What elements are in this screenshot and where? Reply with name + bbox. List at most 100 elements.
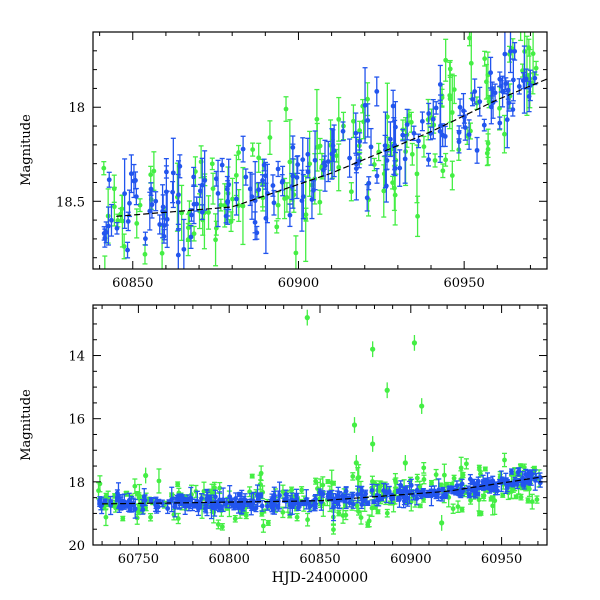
top-data-point [224, 186, 230, 192]
bottom-data-point [127, 505, 133, 511]
top-data-point [260, 178, 265, 183]
bottom-y-axis-label: Magnitude [19, 389, 34, 461]
top-data-point [390, 103, 396, 109]
top-data-point [512, 48, 518, 54]
bottom-data-point [529, 499, 535, 505]
bottom-data-point [515, 469, 521, 475]
top-data-point [426, 157, 431, 163]
top-data-point [137, 202, 143, 208]
top-data-point [426, 111, 432, 116]
top-data-point [127, 200, 132, 206]
bottom-data-point [219, 524, 225, 530]
top-data-point [357, 139, 363, 144]
bottom-data-point [393, 478, 398, 484]
bottom-data-point [433, 472, 439, 478]
bottom-data-point [199, 496, 204, 501]
top-data-point [128, 171, 134, 177]
top-data-point [314, 116, 320, 122]
bottom-data-point [280, 509, 286, 515]
top-data-point [289, 184, 295, 189]
top-data-point [159, 250, 165, 256]
top-data-point [131, 178, 137, 184]
bottom-data-point [436, 487, 442, 493]
bottom-data-point [172, 501, 178, 507]
top-data-point [468, 60, 474, 66]
bottom-data-point [490, 503, 496, 509]
bottom-data-point [492, 498, 498, 504]
bottom-data-point [375, 509, 381, 515]
bottom-data-point [288, 502, 293, 508]
top-data-point [374, 173, 380, 179]
top-data-point [202, 178, 208, 183]
top-data-point [443, 157, 449, 163]
bottom-data-point [336, 510, 342, 516]
top-model-curve [116, 78, 547, 217]
bottom-data-point [220, 497, 226, 503]
bottom-data-point [460, 472, 466, 478]
top-data-point [532, 75, 538, 81]
top-data-point [414, 171, 420, 177]
bottom-data-point [215, 500, 221, 506]
bottom-data-point [464, 461, 469, 467]
top-data-point [415, 213, 420, 219]
bottom-data-point [475, 478, 481, 484]
bottom-data-point [459, 489, 465, 495]
top-data-point [161, 233, 167, 239]
top-data-point [523, 76, 529, 82]
top-data-point [151, 168, 157, 174]
bottom-data-point [178, 496, 184, 502]
top-data-point [147, 208, 153, 214]
top-data-point [188, 234, 194, 240]
top-ticks: 60850 60900 60950 18 18.5 [56, 31, 547, 291]
top-data-point [497, 120, 503, 126]
bottom-data-point [217, 485, 223, 491]
bottom-data-point [502, 457, 507, 463]
top-data-point [295, 162, 301, 167]
top-data-point [357, 128, 363, 133]
bottom-data-point [441, 472, 447, 478]
top-data-point [102, 279, 107, 284]
top-data-point [148, 172, 154, 178]
top-data-point [526, 45, 532, 51]
bottom-ticks: 60750 60800 60850 60900 60950 14 16 18 20 [68, 305, 547, 567]
top-data-point [348, 189, 354, 195]
top-data-point [153, 198, 159, 204]
top-data-point [243, 174, 249, 180]
top-data-point [189, 212, 194, 218]
top-data-point [402, 156, 408, 162]
bottom-panel: 60750 60800 60850 60900 60950 14 16 18 20 Magnit… [19, 304, 548, 586]
bottom-data-point [371, 499, 377, 505]
bottom-data-point [296, 505, 301, 510]
top-data-point [236, 203, 242, 208]
top-data-point [109, 217, 114, 223]
top-data-point [256, 155, 262, 161]
bottom-y-tick-label: 18 [68, 476, 85, 491]
top-data-point [336, 164, 342, 170]
bottom-data-point [258, 493, 264, 498]
top-data-point [283, 106, 289, 112]
bottom-data-point [459, 507, 465, 512]
top-data-point [114, 225, 120, 231]
bottom-x-tick-label: 60750 [118, 552, 159, 567]
bottom-data-point [331, 527, 336, 532]
top-data-point [404, 122, 410, 127]
top-data-point [510, 107, 516, 113]
bottom-data-point [299, 487, 305, 493]
bottom-data-point [212, 505, 218, 511]
bottom-data-point [120, 516, 126, 521]
top-data-point [516, 83, 522, 89]
bottom-data-point [365, 522, 371, 528]
top-data-point [228, 219, 234, 225]
top-data-point [175, 252, 181, 258]
bottom-data-point [224, 500, 230, 506]
outlier-point [402, 460, 408, 466]
bottom-data-point [187, 497, 193, 503]
bottom-data-point [537, 480, 543, 486]
bottom-data-point [384, 510, 390, 516]
top-data-point [219, 162, 225, 168]
top-data-point [416, 138, 421, 144]
top-data-point [392, 165, 398, 171]
outlier-point [411, 340, 418, 346]
bottom-data-point [347, 500, 353, 506]
